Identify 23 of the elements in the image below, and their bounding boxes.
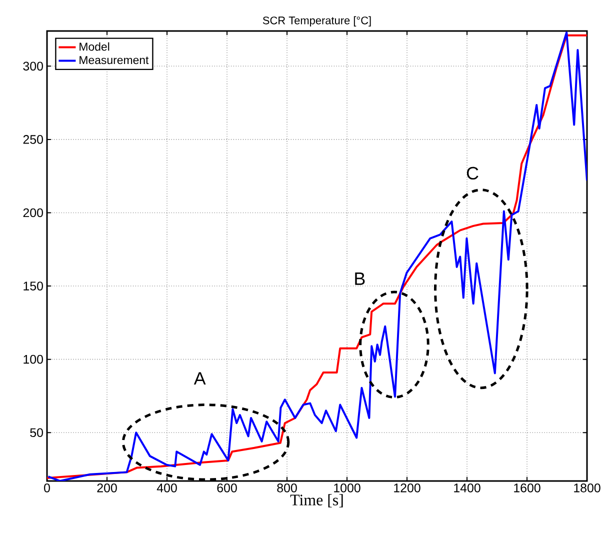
- annotation: C: [466, 166, 478, 180]
- y-tick-label: 100: [24, 354, 43, 364]
- x-axis-title: Time [s]: [290, 494, 343, 508]
- x-tick-label: 800: [277, 484, 297, 492]
- x-tick-label: 1600: [514, 484, 540, 492]
- legend-label: Measurement: [80, 56, 149, 64]
- x-tick-label: 1800: [574, 484, 600, 492]
- annotation: B: [355, 272, 365, 285]
- y-tick-label: 250: [23, 135, 43, 144]
- x-tick-label: 1400: [454, 484, 480, 492]
- x-tick-label: 0: [44, 484, 50, 492]
- x-tick-label: 200: [97, 484, 117, 492]
- y-tick-label: 300: [23, 62, 43, 71]
- y-tick-label: 50: [30, 428, 43, 438]
- x-tick-label: 1200: [394, 484, 420, 492]
- x-tick-label: 400: [156, 484, 177, 492]
- chart-title: SCR Temperature [°C]: [262, 16, 371, 26]
- x-tick-label: 1000: [334, 484, 360, 492]
- legend-label: Model: [80, 42, 110, 51]
- annotation: A: [194, 372, 206, 385]
- y-tick-label: 200: [23, 208, 43, 218]
- x-tick-label: 600: [217, 484, 237, 492]
- y-tick-label: 150: [24, 282, 43, 290]
